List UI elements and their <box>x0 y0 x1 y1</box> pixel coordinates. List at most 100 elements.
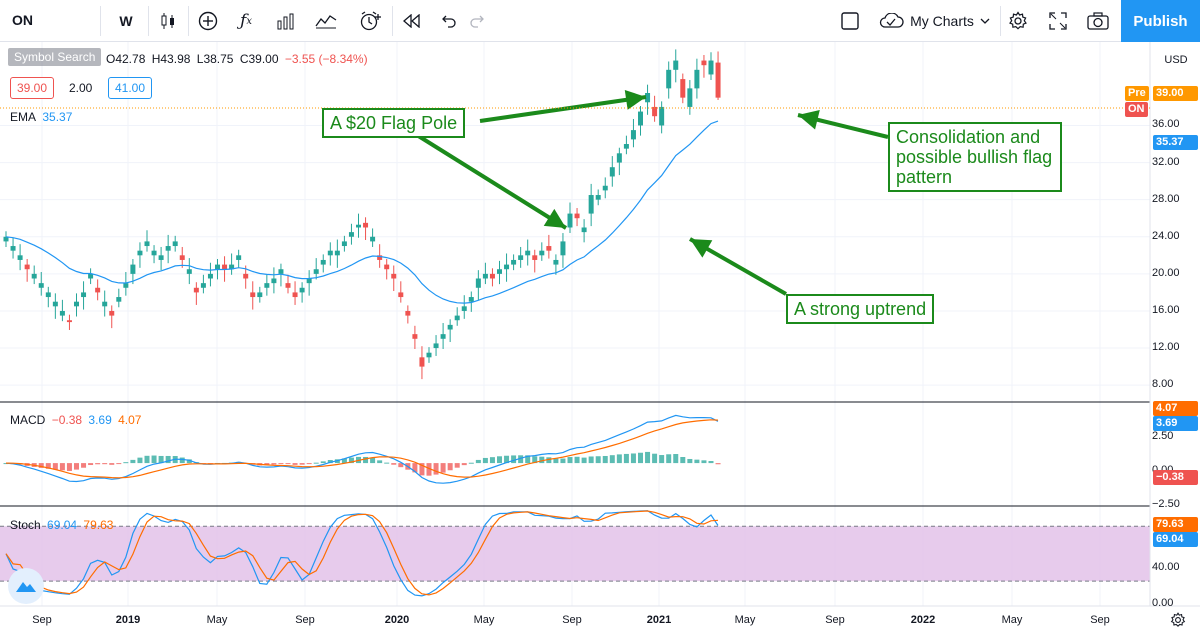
sell-button[interactable]: 39.00 <box>10 77 55 99</box>
macd-histogram-bar <box>426 463 432 476</box>
macd-histogram-bar <box>454 463 460 468</box>
stoch-k-tag: 69.04 <box>1153 532 1198 547</box>
symbol-search-tooltip[interactable]: Symbol Search <box>8 48 102 66</box>
candle-body <box>525 250 531 256</box>
candle-body <box>306 278 312 284</box>
candle-body <box>673 60 679 70</box>
candle-body <box>468 297 474 302</box>
candle-body <box>652 106 658 117</box>
time-tick-label: Sep <box>295 614 315 626</box>
candle-body <box>292 292 298 298</box>
candle-body <box>95 287 101 293</box>
symbol-name[interactable]: ON <box>12 12 33 28</box>
macd-histogram-bar <box>137 457 143 464</box>
last-price-tag: 39.00 <box>1153 86 1198 101</box>
macd-histogram-bar <box>130 459 136 464</box>
ema-tag: 35.37 <box>1153 135 1198 150</box>
macd-tick: 2.50 <box>1152 430 1174 442</box>
candle-body <box>151 250 157 256</box>
macd-histogram-bar <box>151 455 157 464</box>
macd-histogram-bar <box>504 455 510 464</box>
time-tick-label: Sep <box>562 614 582 626</box>
arrow-flag-pole-mid-head <box>543 208 566 228</box>
macd-histogram-bar <box>708 461 714 464</box>
candle-body <box>581 227 587 233</box>
price-chart[interactable] <box>0 42 1200 637</box>
toolbar-divider <box>392 6 393 36</box>
bar-chart-icon[interactable] <box>272 6 300 36</box>
buy-button[interactable]: 41.00 <box>108 77 153 99</box>
candle-body <box>398 292 404 298</box>
annotation-consolidation[interactable]: Consolidation and possible bullish flag … <box>888 122 1062 192</box>
candle-body <box>66 320 72 323</box>
price-tick-label: 8.00 <box>1152 378 1174 391</box>
macd-histogram-bar <box>553 458 559 464</box>
ema-legend[interactable]: EMA 35.37 <box>10 110 75 124</box>
spread-value: 2.00 <box>69 81 93 95</box>
macd-histogram-bar <box>348 457 354 464</box>
logo-icon <box>16 582 36 592</box>
candle-body <box>370 236 376 242</box>
macd-histogram-bar <box>645 451 651 464</box>
layout-icon[interactable] <box>836 6 864 36</box>
stoch-legend[interactable]: Stoch 69.04 79.63 <box>10 518 116 532</box>
chart-settings-icon[interactable] <box>1170 612 1186 633</box>
tradingview-logo[interactable] <box>8 568 44 604</box>
redo-icon[interactable] <box>466 6 490 36</box>
macd-histogram-bar <box>609 455 615 464</box>
macd-histogram-bar <box>673 454 679 464</box>
macd-histogram-bar <box>638 452 643 464</box>
candle-body <box>24 264 30 270</box>
macd-signal-value: 4.07 <box>118 413 142 427</box>
candle-body <box>412 334 418 339</box>
macd-line <box>5 414 719 484</box>
macd-legend[interactable]: MACD −0.38 3.69 4.07 <box>10 413 144 427</box>
candle-body <box>299 287 305 293</box>
candle-body <box>348 232 354 237</box>
macd-histogram-bar <box>560 458 566 464</box>
candle-body <box>137 250 143 256</box>
macd-histogram-bar <box>419 463 425 476</box>
alert-icon[interactable] <box>356 6 384 36</box>
cloud-icon <box>879 13 904 28</box>
replay-icon[interactable] <box>398 6 426 36</box>
candle-body <box>74 301 79 307</box>
ema-label: EMA <box>10 110 37 124</box>
candle-body <box>694 69 700 89</box>
macd-histogram-bar <box>306 463 312 465</box>
compare-icon[interactable] <box>312 6 340 36</box>
candles-icon[interactable] <box>154 6 182 36</box>
macd-histogram-bar <box>602 455 608 464</box>
publish-button[interactable]: Publish <box>1121 0 1200 42</box>
fullscreen-icon[interactable] <box>1044 6 1072 36</box>
interval-button[interactable]: W <box>119 13 133 29</box>
candle-body <box>602 185 608 191</box>
macd-histogram-bar <box>66 463 72 471</box>
macd-histogram-bar <box>489 457 495 464</box>
macd-histogram-bar <box>285 463 291 465</box>
macd-histogram-bar <box>299 463 305 465</box>
candle-body <box>489 273 495 279</box>
candle-body <box>715 62 721 98</box>
candle-body <box>482 273 488 279</box>
macd-histogram-bar <box>680 457 686 464</box>
macd-histogram-bar <box>595 456 601 464</box>
annotation-flag-pole[interactable]: A $20 Flag Pole <box>322 108 466 138</box>
settings-icon[interactable] <box>1004 6 1032 36</box>
annotation-uptrend[interactable]: A strong uptrend <box>786 294 935 324</box>
my-charts-button[interactable]: My Charts <box>872 6 996 36</box>
candle-body <box>102 301 108 307</box>
candle-body <box>320 259 326 265</box>
macd-histogram-bar <box>363 456 369 464</box>
candle-body <box>144 241 150 247</box>
currency-label[interactable]: USD <box>1164 54 1188 66</box>
macd-histogram-bar <box>701 460 707 464</box>
candle-body <box>433 343 439 349</box>
pre-market-tag: Pre <box>1125 86 1149 101</box>
time-tick-label: 2019 <box>115 614 141 626</box>
camera-icon[interactable] <box>1084 6 1112 36</box>
undo-icon[interactable] <box>436 6 460 36</box>
add-indicator-icon[interactable] <box>194 6 222 36</box>
candle-body <box>229 264 235 270</box>
